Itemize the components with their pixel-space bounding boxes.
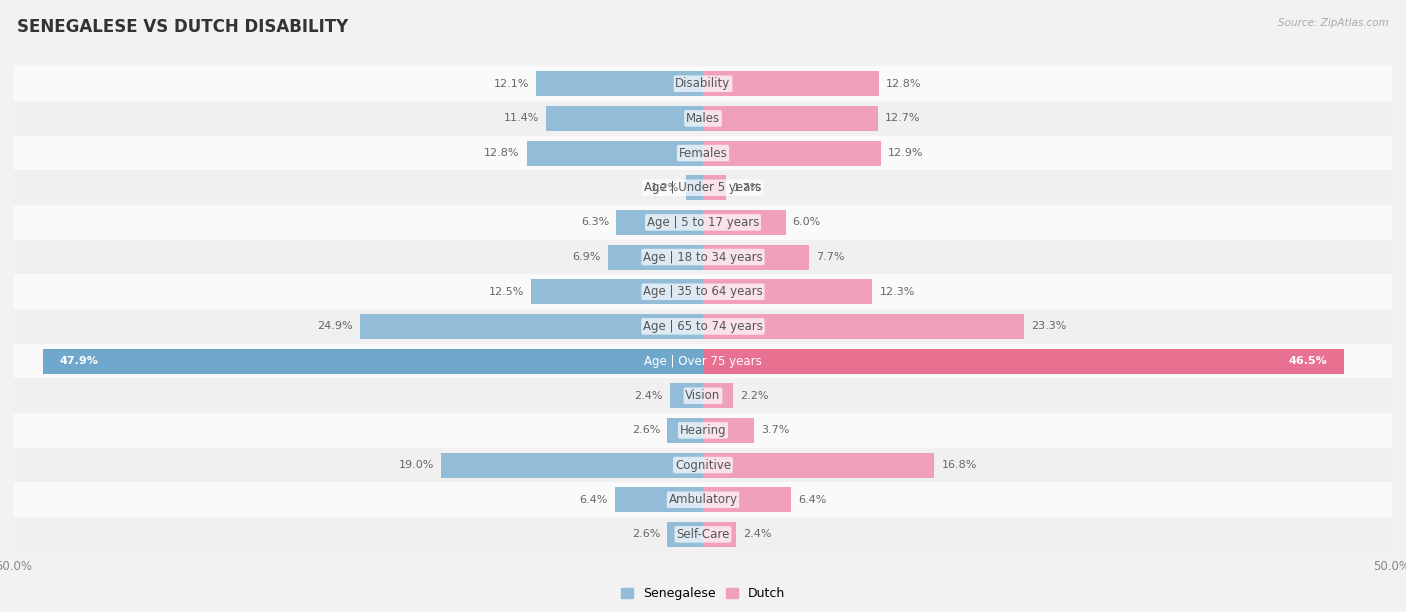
Bar bbox=[703, 175, 727, 200]
Text: 11.4%: 11.4% bbox=[503, 113, 538, 124]
Text: 16.8%: 16.8% bbox=[942, 460, 977, 470]
Text: Age | 65 to 74 years: Age | 65 to 74 years bbox=[643, 320, 763, 333]
Text: 12.8%: 12.8% bbox=[886, 79, 922, 89]
Text: 6.4%: 6.4% bbox=[579, 494, 607, 505]
Bar bbox=[360, 314, 703, 339]
Bar bbox=[14, 170, 1392, 205]
Text: 3.7%: 3.7% bbox=[761, 425, 789, 435]
Text: 12.9%: 12.9% bbox=[887, 148, 924, 158]
Text: Age | 5 to 17 years: Age | 5 to 17 years bbox=[647, 216, 759, 229]
Bar bbox=[703, 210, 786, 235]
Text: 2.6%: 2.6% bbox=[631, 529, 661, 539]
Legend: Senegalese, Dutch: Senegalese, Dutch bbox=[616, 582, 790, 605]
Bar bbox=[614, 487, 703, 512]
Bar bbox=[607, 245, 703, 269]
Text: 12.7%: 12.7% bbox=[884, 113, 921, 124]
Bar bbox=[669, 383, 703, 408]
Bar bbox=[668, 522, 703, 547]
Text: 1.7%: 1.7% bbox=[734, 183, 762, 193]
Text: SENEGALESE VS DUTCH DISABILITY: SENEGALESE VS DUTCH DISABILITY bbox=[17, 18, 349, 36]
Bar bbox=[703, 279, 873, 304]
Bar bbox=[703, 453, 935, 477]
Text: 2.4%: 2.4% bbox=[742, 529, 772, 539]
Bar bbox=[668, 418, 703, 443]
Text: 12.3%: 12.3% bbox=[879, 287, 915, 297]
Text: Source: ZipAtlas.com: Source: ZipAtlas.com bbox=[1278, 18, 1389, 28]
Text: Males: Males bbox=[686, 112, 720, 125]
Text: 2.6%: 2.6% bbox=[631, 425, 661, 435]
Bar bbox=[14, 413, 1392, 448]
Bar bbox=[546, 106, 703, 131]
Text: Age | Over 75 years: Age | Over 75 years bbox=[644, 354, 762, 368]
Bar bbox=[616, 210, 703, 235]
Text: Ambulatory: Ambulatory bbox=[668, 493, 738, 506]
Bar bbox=[14, 205, 1392, 240]
Bar bbox=[703, 314, 1024, 339]
Text: 12.8%: 12.8% bbox=[484, 148, 520, 158]
Bar bbox=[14, 101, 1392, 136]
Text: Age | 18 to 34 years: Age | 18 to 34 years bbox=[643, 250, 763, 264]
Text: 12.1%: 12.1% bbox=[494, 79, 530, 89]
Bar bbox=[703, 418, 754, 443]
Text: 19.0%: 19.0% bbox=[399, 460, 434, 470]
Bar bbox=[703, 71, 879, 96]
Text: 6.3%: 6.3% bbox=[581, 217, 609, 228]
Text: 47.9%: 47.9% bbox=[59, 356, 98, 366]
Bar bbox=[531, 279, 703, 304]
Text: 6.4%: 6.4% bbox=[799, 494, 827, 505]
Bar bbox=[14, 136, 1392, 170]
Text: Disability: Disability bbox=[675, 77, 731, 90]
Bar bbox=[14, 274, 1392, 309]
Text: 24.9%: 24.9% bbox=[318, 321, 353, 331]
Bar bbox=[14, 448, 1392, 482]
Bar bbox=[441, 453, 703, 477]
Text: 6.9%: 6.9% bbox=[572, 252, 600, 262]
Bar bbox=[536, 71, 703, 96]
Bar bbox=[703, 106, 877, 131]
Bar bbox=[14, 66, 1392, 101]
Bar bbox=[703, 522, 737, 547]
Bar bbox=[703, 487, 792, 512]
Bar bbox=[703, 383, 734, 408]
Text: 12.5%: 12.5% bbox=[488, 287, 524, 297]
Bar bbox=[703, 245, 808, 269]
Bar bbox=[14, 309, 1392, 344]
Text: 2.4%: 2.4% bbox=[634, 390, 664, 401]
Text: Vision: Vision bbox=[685, 389, 721, 402]
Bar bbox=[14, 344, 1392, 378]
Text: 1.2%: 1.2% bbox=[651, 183, 679, 193]
Bar bbox=[686, 175, 703, 200]
Bar bbox=[527, 141, 703, 165]
Text: Age | Under 5 years: Age | Under 5 years bbox=[644, 181, 762, 194]
Text: Cognitive: Cognitive bbox=[675, 458, 731, 472]
Bar bbox=[44, 349, 703, 373]
Bar bbox=[14, 378, 1392, 413]
Text: 6.0%: 6.0% bbox=[793, 217, 821, 228]
Text: Self-Care: Self-Care bbox=[676, 528, 730, 541]
Text: 7.7%: 7.7% bbox=[815, 252, 845, 262]
Bar bbox=[703, 141, 880, 165]
Text: Hearing: Hearing bbox=[679, 424, 727, 437]
Bar bbox=[703, 349, 1344, 373]
Bar bbox=[14, 517, 1392, 552]
Text: 23.3%: 23.3% bbox=[1031, 321, 1066, 331]
Text: Females: Females bbox=[679, 146, 727, 160]
Text: 46.5%: 46.5% bbox=[1288, 356, 1327, 366]
Text: 2.2%: 2.2% bbox=[740, 390, 769, 401]
Bar bbox=[14, 240, 1392, 274]
Text: Age | 35 to 64 years: Age | 35 to 64 years bbox=[643, 285, 763, 298]
Bar bbox=[14, 482, 1392, 517]
